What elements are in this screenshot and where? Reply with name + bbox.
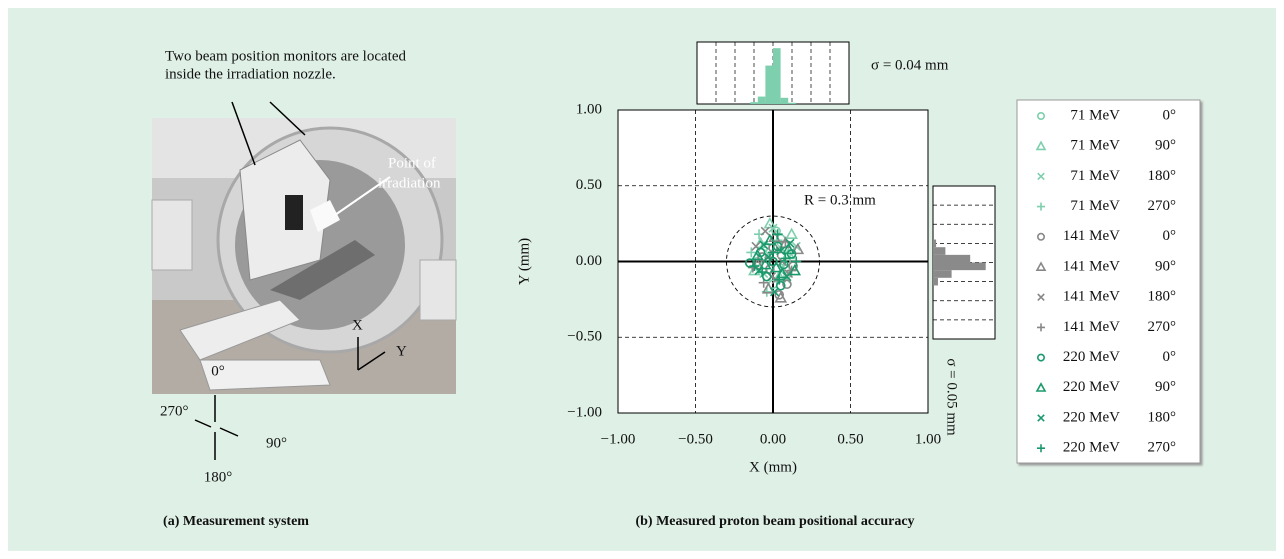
legend-name: 141 MeV bbox=[1063, 258, 1120, 274]
x-tick-label: 0.50 bbox=[837, 431, 863, 447]
legend-angle: 0° bbox=[1163, 228, 1177, 244]
legend-name: 220 MeV bbox=[1063, 409, 1120, 425]
legend-angle: 270° bbox=[1148, 198, 1177, 214]
legend-angle: 0° bbox=[1163, 107, 1177, 123]
figure: Two beam position monitors are located i… bbox=[0, 0, 1284, 559]
histogram-bar bbox=[933, 255, 970, 263]
legend-name: 220 MeV bbox=[1063, 379, 1120, 395]
x-tick-label: 0.00 bbox=[760, 431, 786, 447]
histogram-bar bbox=[750, 102, 758, 104]
y-tick-label: 0.00 bbox=[576, 253, 602, 269]
axis-letter: X bbox=[352, 317, 363, 333]
histogram-bar bbox=[765, 66, 773, 104]
legend-name: 220 MeV bbox=[1063, 349, 1120, 365]
y-axis-label: Y (mm) bbox=[516, 238, 532, 285]
histogram-bar bbox=[933, 270, 952, 278]
legend-name: 141 MeV bbox=[1063, 228, 1120, 244]
legend-angle: 90° bbox=[1155, 138, 1176, 154]
y-tick-label: −0.50 bbox=[567, 329, 602, 345]
angle-label: 0° bbox=[211, 363, 225, 379]
monitor-note: Two beam position monitors are located bbox=[165, 48, 406, 64]
histogram-bar bbox=[933, 278, 938, 286]
monitor-note: inside the irradiation nozzle. bbox=[165, 66, 336, 82]
x-tick-label: −0.50 bbox=[678, 431, 713, 447]
axis-letter: Y bbox=[396, 343, 407, 359]
legend-angle: 180° bbox=[1148, 409, 1177, 425]
legend-angle: 270° bbox=[1148, 440, 1177, 456]
legend-name: 141 MeV bbox=[1063, 319, 1120, 335]
histogram-bar bbox=[788, 103, 796, 104]
histogram-bar bbox=[933, 240, 936, 248]
legend-angle: 90° bbox=[1155, 379, 1176, 395]
angle-label: 90° bbox=[266, 435, 287, 451]
x-tick-label: −1.00 bbox=[601, 431, 636, 447]
legend-name: 71 MeV bbox=[1070, 198, 1120, 214]
angle-label: 180° bbox=[204, 469, 233, 485]
legend-angle: 180° bbox=[1148, 168, 1177, 184]
legend-angle: 180° bbox=[1148, 289, 1177, 305]
legend-name: 71 MeV bbox=[1070, 168, 1120, 184]
x-tick-label: 1.00 bbox=[915, 431, 941, 447]
legend-name: 141 MeV bbox=[1063, 289, 1120, 305]
histogram-bar bbox=[781, 98, 789, 104]
legend-angle: 0° bbox=[1163, 349, 1177, 365]
point-note: irradiation bbox=[378, 175, 441, 191]
sigma-label: σ = 0.04 mm bbox=[871, 57, 949, 73]
x-axis-label: X (mm) bbox=[749, 459, 797, 475]
point-note: Point of bbox=[388, 155, 436, 171]
caption: (b) Measured proton beam positional accu… bbox=[635, 514, 914, 529]
legend-angle: 270° bbox=[1148, 319, 1177, 335]
page: { "panel_a": { "caption": "(a) Measureme… bbox=[0, 0, 1284, 559]
sigma-label: σ = 0.05 mm bbox=[944, 358, 960, 436]
y-tick-label: 1.00 bbox=[576, 101, 602, 117]
histogram-bar bbox=[758, 97, 766, 104]
y-tick-label: 0.50 bbox=[576, 177, 602, 193]
angle-label: 270° bbox=[160, 403, 189, 419]
histogram-bar bbox=[773, 48, 781, 104]
legend-angle: 90° bbox=[1155, 258, 1176, 274]
caption: (a) Measurement system bbox=[163, 514, 309, 529]
histogram-bar bbox=[933, 247, 945, 255]
legend-name: 71 MeV bbox=[1070, 107, 1120, 123]
legend-name: 71 MeV bbox=[1070, 138, 1120, 154]
y-tick-label: −1.00 bbox=[567, 404, 602, 420]
histogram-bar bbox=[933, 263, 986, 271]
legend-name: 220 MeV bbox=[1063, 440, 1120, 456]
radius-label: R = 0.3 mm bbox=[804, 192, 876, 208]
